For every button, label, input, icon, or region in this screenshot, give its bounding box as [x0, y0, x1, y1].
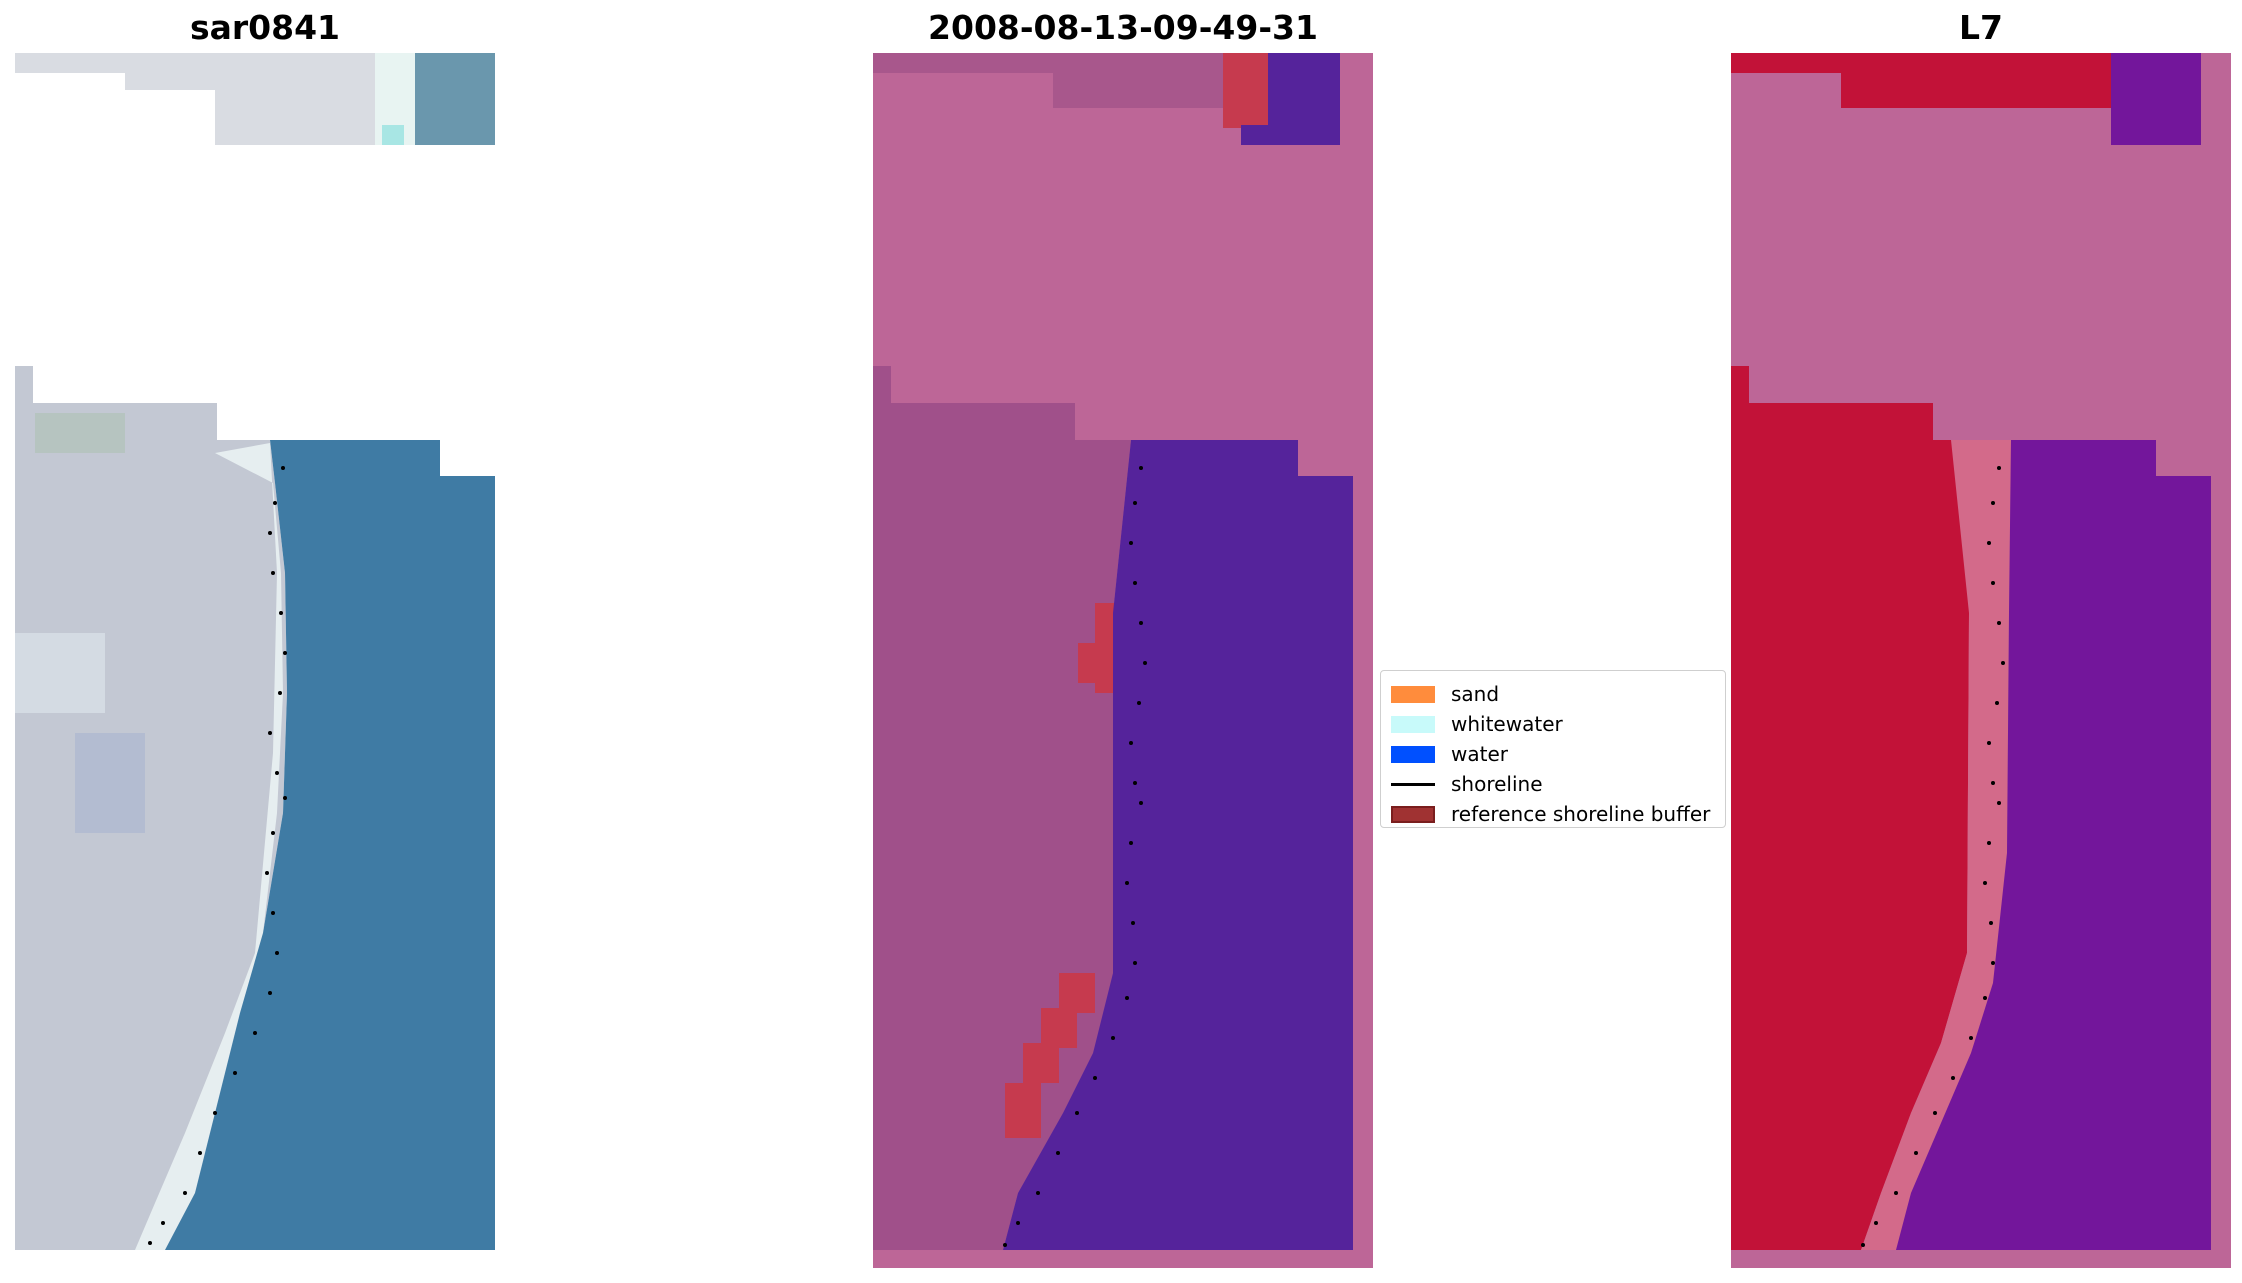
rgb-land-patch-3 [75, 733, 145, 833]
rgb-land-patch-2 [15, 633, 105, 713]
legend-label-buffer: reference shoreline buffer [1451, 802, 1711, 826]
class-top-water-2 [1241, 125, 1271, 145]
class-water [1003, 440, 1353, 1250]
class-top-dark-2 [1053, 53, 1223, 108]
rgb-shoreline [148, 466, 287, 1245]
class-shoreline [1003, 466, 1147, 1247]
rgb-whitewater [135, 443, 283, 1250]
rgb-top-white [15, 73, 125, 145]
classified-image [873, 53, 1373, 1268]
rgb-land [15, 366, 287, 1250]
legend-item-sand: sand [1391, 679, 1715, 709]
rgb-water [165, 440, 495, 1250]
l7-image-panel [1731, 53, 2231, 1268]
l7-image [1731, 53, 2231, 1268]
legend-swatch-buffer [1391, 805, 1435, 823]
l7-top-red-2 [1841, 53, 2121, 108]
panel-title-sar0841: sar0841 [189, 8, 341, 47]
legend-label-whitewater: whitewater [1451, 712, 1563, 736]
legend-item-shoreline: shoreline [1391, 769, 1715, 799]
l7-transition [1861, 440, 2011, 1250]
class-buffer-patch-4 [1041, 1008, 1077, 1048]
rgb-image [15, 53, 495, 1250]
class-top-buffer [1223, 53, 1273, 128]
rgb-top-white-2 [125, 90, 215, 145]
class-buffer-patch-2 [1078, 643, 1116, 683]
l7-water [1896, 440, 2211, 1250]
legend-swatch-whitewater [1391, 715, 1435, 733]
legend-label-sand: sand [1451, 682, 1500, 706]
rgb-land-patch [35, 413, 125, 453]
rgb-image-panel [15, 53, 495, 1250]
l7-top-purple [2111, 53, 2201, 145]
legend: sand whitewater water shoreline referenc… [1380, 670, 1726, 828]
classified-image-panel [873, 53, 1373, 1268]
legend-label-water: water [1451, 742, 1508, 766]
rgb-nodata [15, 145, 495, 420]
legend-label-shoreline: shoreline [1451, 772, 1543, 796]
l7-land [1731, 366, 1971, 1250]
l7-shoreline [1861, 466, 2005, 1247]
rgb-top-water [405, 53, 495, 145]
legend-swatch-sand [1391, 685, 1435, 703]
legend-swatch-water [1391, 745, 1435, 763]
rgb-top-cyan [382, 125, 404, 145]
legend-item-water: water [1391, 739, 1715, 769]
panel-title-date: 2008-08-13-09-49-31 [928, 8, 1318, 47]
panel-title-l7: L7 [1959, 8, 2003, 47]
class-buffer-patch-5 [1023, 1043, 1059, 1083]
class-buffer-patch-3 [1059, 973, 1095, 1013]
class-buffer-patch-6 [1005, 1083, 1041, 1138]
legend-item-whitewater: whitewater [1391, 709, 1715, 739]
class-top-water [1268, 53, 1340, 145]
legend-line-shoreline [1391, 782, 1435, 786]
legend-item-buffer: reference shoreline buffer [1391, 799, 1715, 829]
